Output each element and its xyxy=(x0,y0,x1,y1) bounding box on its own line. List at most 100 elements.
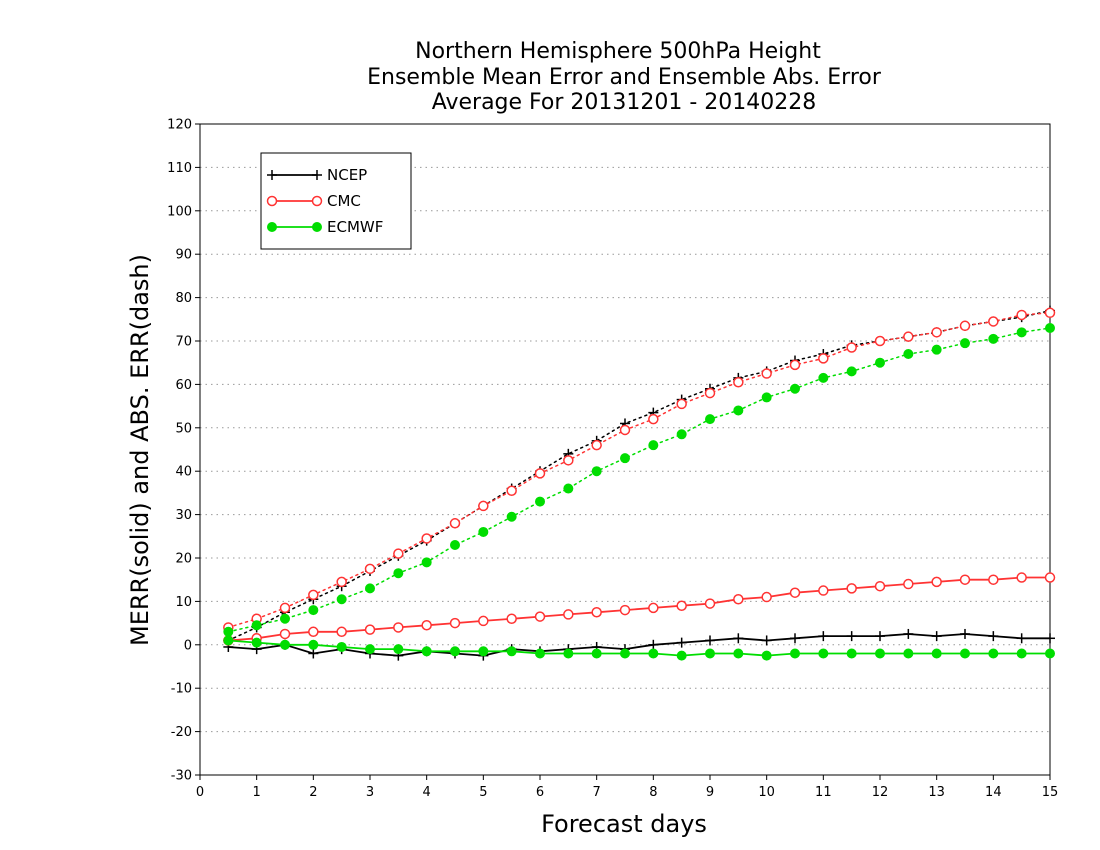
series-ecmwf-merr-marker xyxy=(280,639,290,650)
series-ecmwf xyxy=(223,322,1055,661)
series-cmc-abs-err-marker xyxy=(478,500,489,512)
y-tick-label: -20 xyxy=(171,725,192,740)
x-tick-label: 5 xyxy=(479,785,487,800)
y-tick-label: 60 xyxy=(175,378,192,393)
series-ecmwf-merr-marker xyxy=(818,648,829,659)
series-ecmwf-merr-marker xyxy=(251,637,262,648)
series-cmc-merr-marker xyxy=(364,624,376,635)
series-cmc-merr-marker xyxy=(563,609,574,620)
series-ncep-abs-err-line xyxy=(227,309,1051,642)
series-ecmwf-abs-err-marker xyxy=(506,511,517,522)
series-cmc-abs-err-marker xyxy=(279,602,291,614)
chart-title-line-2: Ensemble Mean Error and Ensemble Abs. Er… xyxy=(367,65,882,90)
series-cmc-merr-marker xyxy=(761,591,772,603)
series-ecmwf-merr-marker xyxy=(705,648,715,659)
series-cmc-merr-marker xyxy=(959,574,971,585)
x-tick-label: 0 xyxy=(196,785,204,800)
y-tick-label: 20 xyxy=(175,552,192,567)
series-ecmwf-abs-err-marker xyxy=(846,366,857,377)
series-cmc-merr-marker xyxy=(449,617,461,629)
series-cmc-abs-err-marker xyxy=(619,424,631,436)
series-cmc-abs-err-marker xyxy=(393,548,404,559)
x-tick-label: 11 xyxy=(815,785,832,800)
series-cmc-merr-marker xyxy=(903,578,914,590)
y-tick-label: 0 xyxy=(184,638,192,653)
y-axis-label: MERR(solid) and ABS. ERR(dash) xyxy=(126,254,154,646)
series-cmc-merr-marker xyxy=(733,593,744,605)
series-ecmwf-abs-err-marker xyxy=(733,405,744,416)
series-ecmwf-abs-err-marker xyxy=(818,372,829,383)
series-cmc-abs-err-marker xyxy=(308,589,319,601)
series-ecmwf-merr-marker xyxy=(988,648,999,659)
series-ecmwf-abs-err-marker xyxy=(393,568,404,579)
series-ecmwf-merr-marker xyxy=(1016,648,1027,659)
series-ecmwf-merr-marker xyxy=(761,650,772,661)
y-tick-label: -30 xyxy=(171,769,192,784)
series-cmc-merr-marker xyxy=(1044,572,1056,583)
series-cmc-abs-err-marker xyxy=(846,342,857,353)
x-tick-label: 14 xyxy=(985,785,1002,800)
series-cmc-merr-line xyxy=(228,576,1050,642)
series-cmc-abs-err-marker xyxy=(1016,309,1027,321)
series-ecmwf-abs-err-marker xyxy=(761,392,772,403)
series-cmc-abs-err-marker xyxy=(704,387,716,399)
series-ecmwf-merr-marker xyxy=(960,648,970,659)
x-tick-label: 9 xyxy=(706,785,714,800)
series-cmc-abs-err-marker xyxy=(364,563,376,575)
series-cmc-abs-err-marker xyxy=(506,485,517,496)
series-ecmwf-merr-marker xyxy=(591,648,602,659)
series-cmc-abs-err-marker xyxy=(648,413,659,425)
legend-ecmwf-label: ECMWF xyxy=(327,218,383,236)
series-cmc-abs-err-marker xyxy=(449,518,461,529)
series-cmc-abs-err-line xyxy=(227,312,1051,629)
x-tick-label: 10 xyxy=(758,785,775,800)
series-ecmwf-abs-err-marker xyxy=(251,620,262,631)
series-ecmwf-merr-marker xyxy=(421,646,432,657)
series-ecmwf-merr-marker xyxy=(846,648,857,659)
series-cmc-merr-marker xyxy=(308,626,319,638)
series-ecmwf-abs-err-marker xyxy=(875,357,885,368)
series-ecmwf-abs-err-marker xyxy=(648,440,659,451)
legend-ecmwf-end-marker xyxy=(312,222,322,232)
series-ecmwf-merr-marker xyxy=(875,648,885,659)
series-ecmwf-abs-err-marker xyxy=(960,338,970,349)
series-ecmwf-merr-marker xyxy=(733,648,744,659)
series-ecmwf-merr-marker xyxy=(450,646,460,657)
series-cmc xyxy=(223,307,1056,646)
series-ecmwf-abs-err-marker xyxy=(223,626,234,637)
series-cmc-merr-marker xyxy=(279,628,291,640)
y-tick-label: 120 xyxy=(167,118,192,133)
series-cmc-abs-err-marker xyxy=(733,376,744,388)
x-tick-label: 12 xyxy=(872,785,889,800)
chart-title-line-3: Average For 20131201 - 20140228 xyxy=(432,90,817,115)
series-ecmwf-abs-err-marker xyxy=(336,594,347,605)
series-cmc-abs-err-marker xyxy=(959,320,971,332)
series-cmc-merr-marker xyxy=(393,622,404,633)
series-ecmwf-abs-err-marker xyxy=(421,557,432,568)
x-tick-label: 13 xyxy=(928,785,945,800)
series-ecmwf-merr-marker xyxy=(308,639,319,650)
x-tick-label: 7 xyxy=(593,785,601,800)
series-cmc-merr-marker xyxy=(534,611,546,622)
series-cmc-abs-err-marker xyxy=(421,533,432,544)
series-ecmwf-merr-marker xyxy=(478,646,489,657)
series-cmc-abs-err-marker xyxy=(818,353,829,364)
series-ecmwf-merr-marker xyxy=(336,641,347,652)
series xyxy=(223,305,1056,661)
series-cmc-abs-err-marker xyxy=(563,455,574,466)
x-tick-label: 1 xyxy=(253,785,261,800)
series-ecmwf-merr-marker xyxy=(903,648,914,659)
series-ecmwf-abs-err-marker xyxy=(450,539,460,550)
series-ecmwf-abs-err-marker xyxy=(790,383,800,394)
series-cmc-merr-marker xyxy=(988,574,999,585)
series-ecmwf-merr-marker xyxy=(790,648,800,659)
series-ecmwf-abs-err-marker xyxy=(1045,322,1055,333)
y-tick-label: 40 xyxy=(175,465,192,480)
series-cmc-merr-marker xyxy=(676,600,687,611)
y-tick-label: 90 xyxy=(175,248,192,263)
series-cmc-merr-marker xyxy=(846,583,857,594)
series-ecmwf-abs-err-marker xyxy=(988,333,999,344)
series-ecmwf-abs-err-line xyxy=(227,327,1051,633)
